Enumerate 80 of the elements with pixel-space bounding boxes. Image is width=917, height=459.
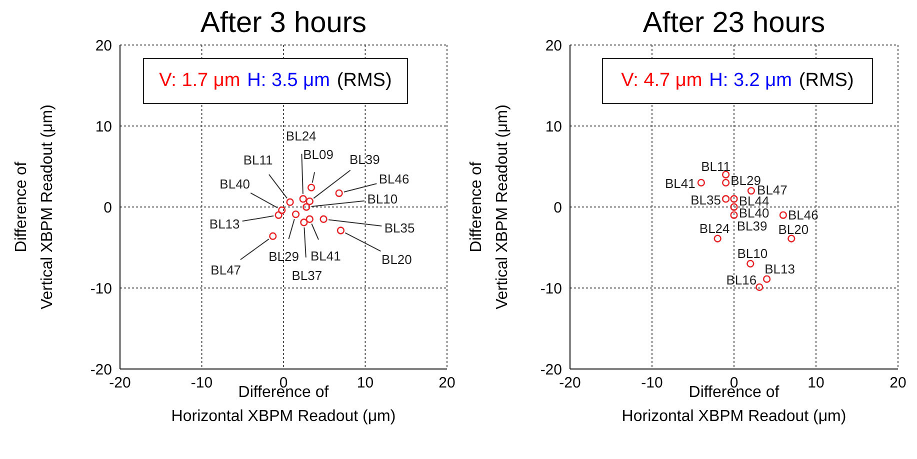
y-tick-label: 10 <box>95 118 112 136</box>
annotation: BL40 <box>738 206 770 220</box>
annotation: BL46 <box>788 208 818 223</box>
annotation: H: 3.5 μm <box>247 70 330 92</box>
annotation: BL47 <box>210 262 242 278</box>
chart-title: After 23 hours <box>642 6 826 40</box>
point <box>335 189 343 198</box>
annotation: BL11 <box>701 159 731 174</box>
annotation: BL39 <box>736 218 768 234</box>
x-tick-label: -20 <box>109 374 131 392</box>
annotation: BL24 <box>699 221 730 236</box>
annotation: BL29 <box>268 248 299 264</box>
x-tick-label: -20 <box>559 374 581 392</box>
point <box>762 275 771 283</box>
annotation: BL39 <box>349 152 380 167</box>
chart-title: After 3 hours <box>199 6 368 40</box>
annotation: BL13 <box>764 262 795 277</box>
point <box>269 232 277 240</box>
annotation: V: 4.7 μm <box>621 70 702 92</box>
x-tick-label: 10 <box>356 374 374 392</box>
y-tick-label: 10 <box>545 118 562 136</box>
point <box>307 184 316 192</box>
annotation: BL37 <box>292 268 322 283</box>
point <box>306 197 314 206</box>
y-tick-label: 0 <box>554 199 562 216</box>
annotation: BL10 <box>737 246 768 262</box>
point <box>722 170 730 178</box>
annotation: BL16 <box>726 272 757 288</box>
y-tick-label: -20 <box>90 361 112 378</box>
y-axis-title: Difference of Vertical XBPM Readout (μm) <box>12 104 57 312</box>
x-tick-label: 20 <box>890 374 906 392</box>
annotation: BL13 <box>209 216 240 232</box>
annotation: BL46 <box>378 172 410 187</box>
point <box>746 260 754 268</box>
point <box>306 215 314 223</box>
y-tick-label: -20 <box>540 361 562 378</box>
annotation: (RMS) <box>336 70 392 92</box>
annotation: BL41 <box>310 248 341 264</box>
point <box>722 178 730 187</box>
y-tick-label: 20 <box>95 37 112 54</box>
annotation: BL20 <box>382 252 412 267</box>
annotation: BL41 <box>665 176 696 192</box>
point <box>747 186 756 195</box>
annotation: BL10 <box>367 192 398 206</box>
x-tick-label: 10 <box>808 374 824 392</box>
point <box>286 198 294 206</box>
point <box>730 211 738 219</box>
annotation: BL11 <box>243 152 273 168</box>
point <box>788 234 796 242</box>
point <box>278 206 286 214</box>
point <box>714 234 722 242</box>
point <box>697 178 706 187</box>
point <box>302 203 310 211</box>
annotation: BL24 <box>286 128 316 144</box>
annotation: BL09 <box>303 147 334 162</box>
point <box>756 283 764 292</box>
y-tick-label: -10 <box>90 280 112 298</box>
y-axis-title: Difference of Vertical XBPM Readout (μm) <box>467 104 512 312</box>
point <box>320 215 328 223</box>
y-tick-label: -10 <box>540 280 562 298</box>
annotation: BL35 <box>690 192 721 208</box>
y-tick-label: 0 <box>104 199 112 216</box>
x-tick-label: 20 <box>438 374 456 392</box>
y-tick-label: 20 <box>545 37 562 54</box>
point <box>299 195 307 203</box>
annotation: H: 3.2 μm <box>709 70 792 92</box>
point <box>274 211 282 219</box>
annotation: BL40 <box>220 176 250 192</box>
point <box>292 210 300 218</box>
annotation: BL44 <box>738 193 770 208</box>
point <box>300 218 308 226</box>
point <box>722 195 730 203</box>
annotation: BL35 <box>384 220 415 236</box>
annotation: BL20 <box>778 222 809 238</box>
point <box>730 195 738 203</box>
point <box>336 226 345 234</box>
point <box>730 203 738 211</box>
annotation: V: 1.7 μm <box>159 70 240 92</box>
annotation: (RMS) <box>798 70 854 92</box>
point <box>779 211 788 219</box>
